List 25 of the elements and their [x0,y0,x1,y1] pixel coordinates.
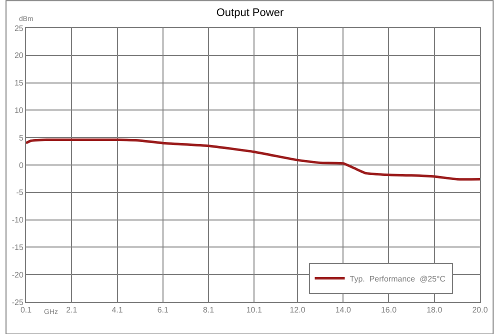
x-tick-label: 10.1 [246,306,262,315]
line-series [26,138,480,181]
y-tick-label: -15 [12,243,24,252]
x-tick-label: 6.1 [157,306,169,315]
y-tick-label: 15 [14,78,24,88]
y-tick-label: 25 [14,24,24,33]
x-tick-label: 12.0 [290,306,306,315]
chart-title: Output Power [216,7,284,20]
y-tick-label: -20 [12,270,24,280]
x-tick-label: 16.0 [380,306,398,315]
x-tick-label: 2.1 [66,306,78,315]
y-tick-label: -10 [12,216,24,225]
y-tick-label: 5 [18,133,24,142]
y-tick-label: 0 [18,160,24,170]
x-tick-label: 4.1 [112,306,124,315]
y-tick-label: -5 [16,188,24,198]
y-tick-label: 10 [14,106,24,115]
y-tick-label: 20 [14,51,24,60]
legend-label: Typ. Performance @25°C [350,274,446,284]
x-tick-label: 14.0 [335,306,352,315]
x-tick-label: 8.1 [202,306,215,315]
x-tick-label: 0.1 [20,306,32,315]
y-tick-label: -25 [12,298,24,307]
x-tick-label: 18.0 [426,306,443,315]
x-tick-label: 20.0 [472,306,488,315]
